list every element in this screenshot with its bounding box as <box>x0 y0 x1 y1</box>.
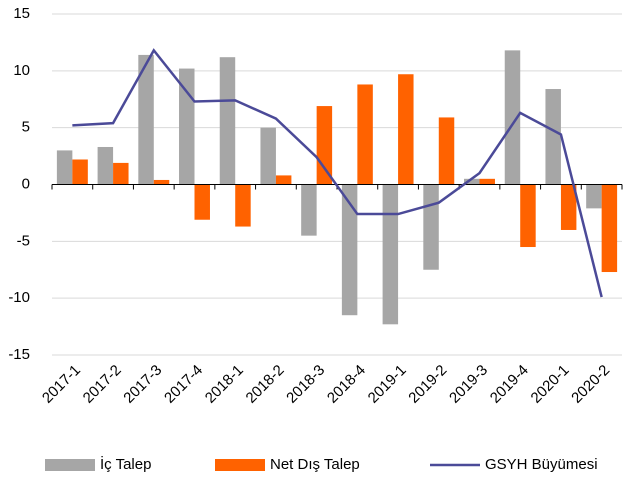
legend-label: GSYH Büyümesi <box>485 456 598 473</box>
bar <box>56 150 73 185</box>
bar <box>235 184 251 227</box>
y-tick-label: 15 <box>13 5 30 22</box>
bar <box>520 184 536 248</box>
x-tick-label: 2020-1 <box>528 362 573 407</box>
x-tick-label: 2018-3 <box>283 362 328 407</box>
x-tick-label: 2020-2 <box>568 362 613 407</box>
x-tick-label: 2018-2 <box>243 362 288 407</box>
bar <box>341 184 358 316</box>
y-tick-label: -10 <box>8 289 30 306</box>
legend-label: Net Dış Talep <box>270 456 360 473</box>
x-tick-label: 2017-4 <box>161 362 206 407</box>
legend-label: İç Talep <box>100 455 151 473</box>
x-tick-label: 2017-2 <box>80 362 125 407</box>
x-tick-label: 2017-1 <box>39 362 84 407</box>
bar <box>560 184 577 230</box>
x-tick-label: 2019-3 <box>446 362 491 407</box>
y-tick-label: 5 <box>22 119 30 136</box>
bar <box>382 184 399 325</box>
bar <box>357 84 373 185</box>
bar <box>97 146 114 185</box>
bar <box>301 184 317 236</box>
y-tick-label: 10 <box>13 62 30 79</box>
x-tick-label: 2017-3 <box>120 362 165 407</box>
line <box>72 48 603 298</box>
x-tick-label: 2019-2 <box>405 362 450 407</box>
bar <box>438 117 455 185</box>
y-tick-label: -5 <box>17 232 30 249</box>
bar <box>479 178 495 185</box>
x-tick-label: 2019-4 <box>487 362 532 407</box>
bar <box>316 106 333 185</box>
y-tick-label: 0 <box>22 175 30 192</box>
bar <box>504 50 521 185</box>
x-tick-label: 2019-1 <box>365 362 410 407</box>
bar <box>464 178 480 185</box>
bar <box>219 57 236 185</box>
bar <box>138 54 154 185</box>
bar <box>586 184 602 209</box>
bar <box>153 179 170 185</box>
bar <box>72 159 88 185</box>
bar <box>113 162 129 185</box>
bar <box>601 184 618 273</box>
bar <box>275 175 292 185</box>
bar <box>545 89 561 185</box>
x-tick-label: 2018-1 <box>202 362 247 407</box>
bar <box>260 127 276 185</box>
legend-swatch <box>215 459 265 471</box>
y-tick-label: -15 <box>8 346 30 363</box>
bar <box>194 184 210 220</box>
x-tick-label: 2018-4 <box>324 362 369 407</box>
legend-swatch <box>45 459 95 471</box>
bar <box>398 74 414 185</box>
bar <box>423 184 439 270</box>
